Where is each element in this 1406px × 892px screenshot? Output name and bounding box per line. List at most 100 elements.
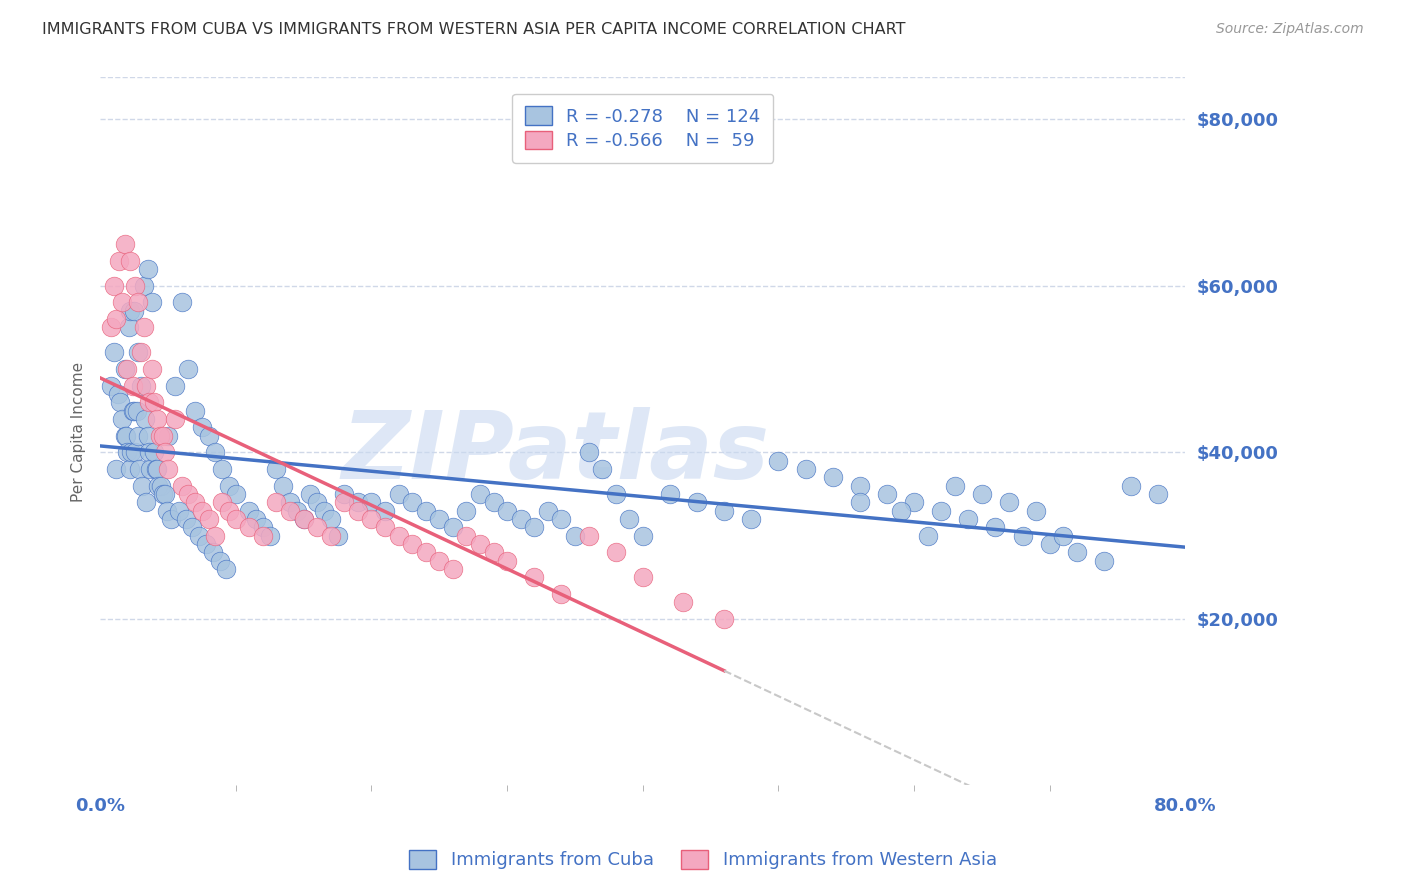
Point (215, 562, 238, 576)
Legend: Immigrants from Cuba, Immigrants from Western Asia: Immigrants from Cuba, Immigrants from We… (401, 841, 1005, 879)
Point (713, 612, 735, 626)
Point (184, 495, 207, 509)
Point (333, 495, 356, 509)
Point (266, 462, 288, 476)
Point (135, 495, 157, 509)
Point (191, 420, 214, 434)
Point (107, 387, 129, 401)
Point (1052, 528, 1074, 542)
Point (111, 295, 134, 310)
Point (401, 495, 423, 509)
Point (139, 462, 162, 476)
Point (225, 512, 247, 526)
Point (128, 462, 150, 476)
Text: IMMIGRANTS FROM CUBA VS IMMIGRANTS FROM WESTERN ASIA PER CAPITA INCOME CORRELATI: IMMIGRANTS FROM CUBA VS IMMIGRANTS FROM … (42, 22, 905, 37)
Point (208, 553, 231, 567)
Point (118, 303, 141, 318)
Point (619, 512, 641, 526)
Point (124, 445, 146, 459)
Point (238, 520, 260, 534)
Point (115, 428, 138, 442)
Point (100, 320, 122, 334)
Point (307, 495, 329, 509)
Point (118, 462, 141, 476)
Point (138, 395, 160, 409)
Y-axis label: Per Capita Income: Per Capita Income (72, 361, 86, 501)
Point (108, 253, 131, 268)
Point (1066, 545, 1088, 559)
Point (889, 503, 911, 517)
Text: ZIPatlas: ZIPatlas (342, 407, 770, 499)
Point (441, 562, 464, 576)
Point (152, 428, 174, 442)
Point (218, 503, 240, 517)
Point (163, 412, 186, 426)
Point (238, 503, 260, 517)
Point (100, 378, 122, 392)
Point (360, 512, 382, 526)
Point (957, 512, 980, 526)
Point (103, 345, 125, 359)
Point (125, 403, 148, 417)
Point (155, 503, 177, 517)
Point (482, 495, 505, 509)
Point (117, 445, 139, 459)
Point (156, 428, 179, 442)
Point (292, 512, 315, 526)
Point (605, 545, 627, 559)
Point (105, 462, 128, 476)
Point (114, 237, 136, 252)
Point (523, 520, 546, 534)
Point (127, 345, 149, 359)
Point (441, 520, 464, 534)
Point (131, 478, 153, 492)
Point (114, 362, 136, 376)
Point (917, 528, 939, 542)
Point (135, 378, 157, 392)
Point (111, 412, 134, 426)
Point (1147, 487, 1170, 501)
Point (105, 312, 128, 326)
Point (266, 495, 288, 509)
Point (578, 528, 600, 542)
Point (152, 487, 174, 501)
Point (564, 528, 586, 542)
Point (129, 378, 152, 392)
Point (1121, 478, 1143, 492)
Point (672, 595, 695, 609)
Point (319, 528, 342, 542)
Point (1011, 528, 1033, 542)
Point (312, 503, 335, 517)
Point (136, 262, 159, 277)
Point (537, 503, 560, 517)
Point (188, 528, 211, 542)
Point (184, 403, 207, 417)
Point (259, 528, 281, 542)
Point (122, 403, 145, 417)
Point (174, 512, 197, 526)
Legend: R = -0.278    N = 124, R = -0.566    N =  59: R = -0.278 N = 124, R = -0.566 N = 59 (512, 94, 773, 163)
Point (114, 428, 136, 442)
Point (121, 403, 143, 417)
Point (876, 487, 898, 501)
Point (225, 487, 247, 501)
Point (127, 295, 149, 310)
Point (204, 528, 226, 542)
Point (159, 512, 181, 526)
Point (138, 445, 160, 459)
Point (132, 320, 155, 334)
Point (387, 528, 409, 542)
Point (929, 503, 952, 517)
Point (427, 512, 450, 526)
Point (194, 537, 217, 551)
Point (211, 462, 233, 476)
Point (148, 478, 170, 492)
Point (155, 445, 177, 459)
Point (686, 495, 709, 509)
Point (146, 462, 169, 476)
Point (218, 478, 240, 492)
Point (360, 495, 382, 509)
Point (550, 587, 572, 601)
Point (591, 462, 613, 476)
Point (849, 478, 872, 492)
